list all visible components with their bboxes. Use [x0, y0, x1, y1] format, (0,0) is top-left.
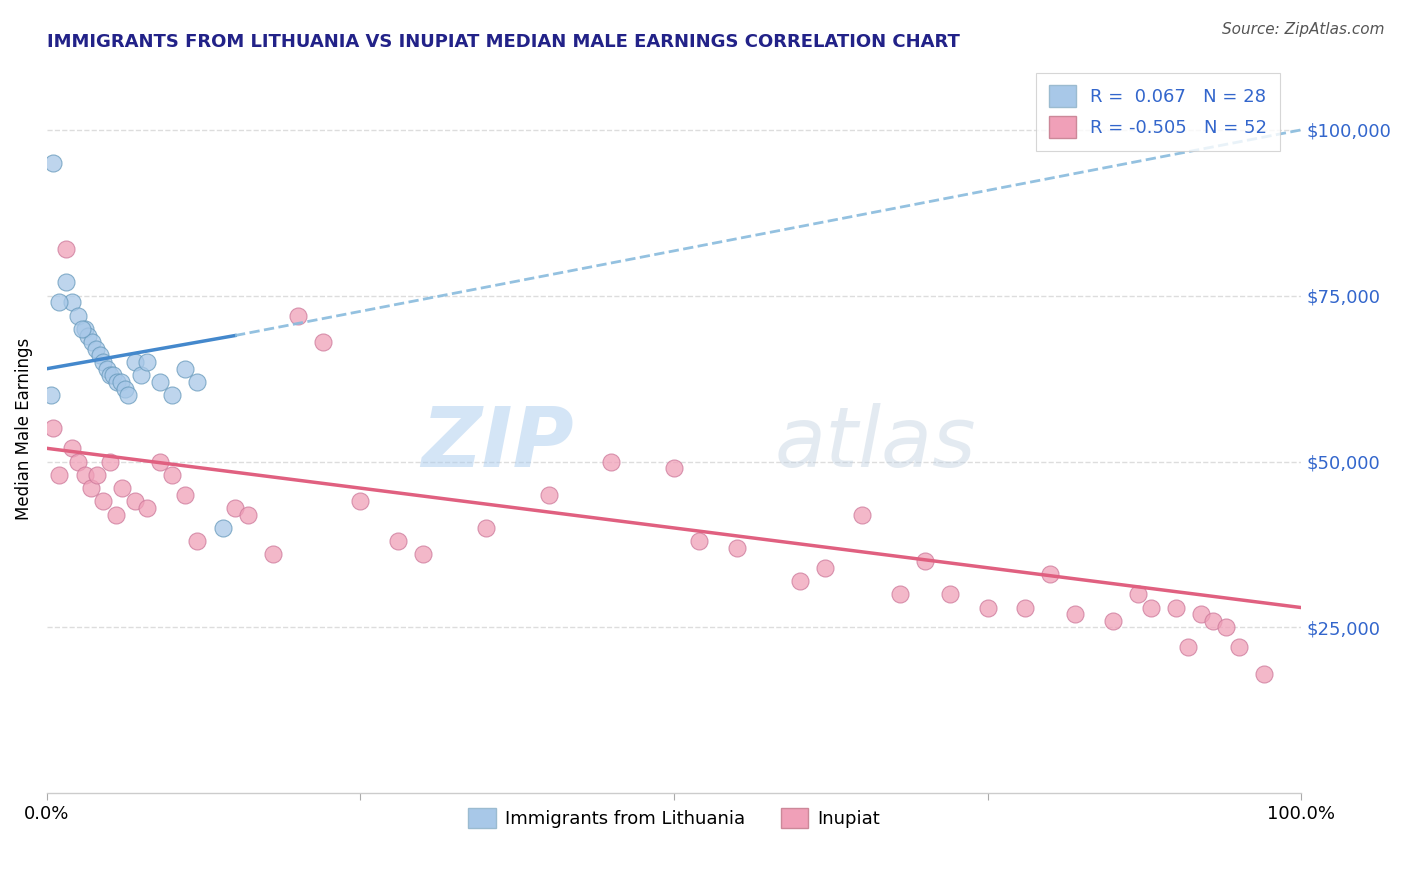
- Point: [1177, 640, 1199, 655]
- Point: [67, 454, 90, 468]
- Point: [60, 442, 83, 456]
- Point: [262, 548, 284, 562]
- Point: [813, 561, 835, 575]
- Point: [86, 467, 108, 482]
- Point: [129, 368, 152, 383]
- Point: [1202, 614, 1225, 628]
- Point: [236, 508, 259, 522]
- Point: [42, 156, 65, 170]
- Point: [224, 501, 246, 516]
- Point: [77, 328, 100, 343]
- Point: [84, 342, 107, 356]
- Text: IMMIGRANTS FROM LITHUANIA VS INUPIAT MEDIAN MALE EARNINGS CORRELATION CHART: IMMIGRANTS FROM LITHUANIA VS INUPIAT MED…: [46, 33, 960, 51]
- Point: [1164, 600, 1187, 615]
- Point: [1227, 640, 1250, 655]
- Point: [186, 534, 208, 549]
- Point: [70, 322, 93, 336]
- Text: Source: ZipAtlas.com: Source: ZipAtlas.com: [1222, 22, 1385, 37]
- Point: [725, 541, 748, 555]
- Point: [91, 494, 114, 508]
- Y-axis label: Median Male Earnings: Median Male Earnings: [15, 337, 32, 519]
- Legend: Immigrants from Lithuania, Inupiat: Immigrants from Lithuania, Inupiat: [461, 801, 887, 836]
- Point: [80, 335, 103, 350]
- Point: [110, 375, 132, 389]
- Point: [55, 276, 77, 290]
- Point: [475, 521, 498, 535]
- Point: [1014, 600, 1036, 615]
- Point: [162, 467, 184, 482]
- Point: [96, 361, 118, 376]
- Point: [211, 521, 233, 535]
- Point: [162, 388, 184, 402]
- Point: [55, 242, 77, 256]
- Point: [1189, 607, 1212, 622]
- Point: [124, 355, 146, 369]
- Point: [114, 382, 136, 396]
- Point: [1215, 620, 1237, 634]
- Point: [1102, 614, 1125, 628]
- Point: [173, 488, 195, 502]
- Point: [1253, 667, 1275, 681]
- Point: [1039, 567, 1062, 582]
- Point: [412, 548, 434, 562]
- Point: [349, 494, 371, 508]
- Point: [1064, 607, 1087, 622]
- Point: [39, 388, 62, 402]
- Point: [104, 508, 127, 522]
- Point: [98, 368, 121, 383]
- Point: [89, 348, 111, 362]
- Point: [111, 481, 134, 495]
- Point: [662, 461, 685, 475]
- Point: [789, 574, 811, 588]
- Point: [80, 481, 103, 495]
- Point: [600, 454, 623, 468]
- Point: [91, 355, 114, 369]
- Point: [73, 467, 96, 482]
- Point: [67, 309, 90, 323]
- Point: [889, 587, 911, 601]
- Point: [117, 388, 139, 402]
- Point: [136, 355, 159, 369]
- Point: [537, 488, 560, 502]
- Point: [186, 375, 208, 389]
- Point: [149, 454, 172, 468]
- Point: [60, 295, 83, 310]
- Point: [387, 534, 409, 549]
- Point: [1128, 587, 1150, 601]
- Point: [851, 508, 873, 522]
- Point: [124, 494, 146, 508]
- Point: [73, 322, 96, 336]
- Point: [149, 375, 172, 389]
- Point: [976, 600, 998, 615]
- Point: [312, 335, 335, 350]
- Text: ZIP: ZIP: [422, 402, 574, 483]
- Point: [42, 421, 65, 435]
- Point: [914, 554, 936, 568]
- Point: [688, 534, 710, 549]
- Point: [48, 295, 70, 310]
- Point: [287, 309, 309, 323]
- Point: [103, 368, 125, 383]
- Point: [173, 361, 195, 376]
- Point: [48, 467, 70, 482]
- Point: [98, 454, 121, 468]
- Point: [1139, 600, 1161, 615]
- Text: atlas: atlas: [775, 402, 976, 483]
- Point: [105, 375, 128, 389]
- Point: [136, 501, 159, 516]
- Point: [939, 587, 962, 601]
